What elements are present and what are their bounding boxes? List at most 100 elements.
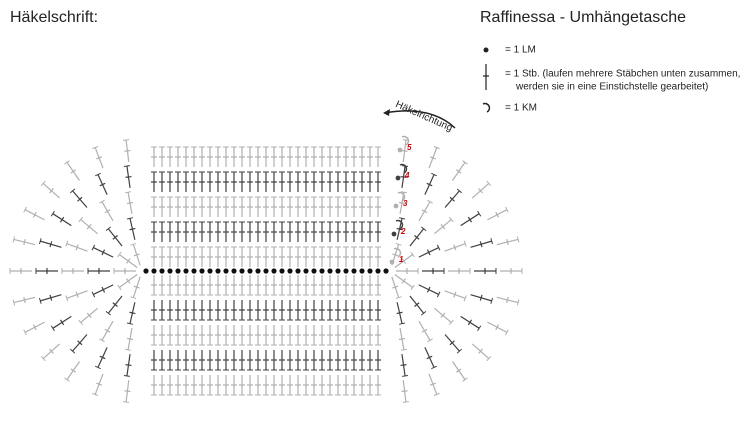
stitch-top [395, 242, 402, 246]
chain-stitch [327, 268, 333, 274]
stitch-bar [23, 296, 26, 304]
km-mark [393, 247, 402, 258]
chain-stitch [359, 268, 365, 274]
stitch-top [436, 244, 441, 251]
stitch-top [456, 348, 463, 354]
stitch-bar [467, 319, 473, 326]
km-mark [401, 135, 410, 146]
stitch-bar [414, 302, 420, 307]
chain-stitch [223, 268, 229, 274]
stitch-bar [112, 235, 118, 240]
stitch-bar [99, 355, 106, 360]
stitch-bar [70, 169, 77, 174]
stitch-bar [506, 238, 509, 246]
stitch-bar [478, 348, 484, 354]
km-mark [397, 191, 406, 202]
stitch-top [431, 172, 437, 177]
stitch-top [126, 322, 134, 325]
stitch-top [78, 319, 84, 326]
round-number: 2 [400, 227, 406, 236]
stitch-top [91, 244, 96, 251]
stitch-top [427, 199, 433, 204]
stitch-bar [101, 286, 106, 293]
stitch-top [123, 139, 130, 141]
stitch-top [99, 199, 105, 204]
stitch-top [64, 160, 70, 165]
stitch-top [69, 348, 76, 354]
stitch-top [50, 210, 55, 217]
stitch-bar [133, 253, 140, 257]
stitch-top [69, 188, 76, 194]
legend-text: werden sie in eine Einstichstelle gearbe… [515, 82, 708, 93]
stitch-bar [32, 211, 37, 218]
chain-stitch [367, 268, 373, 274]
stitch-top [12, 236, 16, 243]
chain-stitch [247, 268, 253, 274]
direction-arrow [384, 110, 456, 129]
round-number: 1 [399, 255, 404, 264]
stitch-bar [455, 368, 462, 373]
chain-stitch [207, 268, 213, 274]
stitch-bar [125, 364, 132, 367]
stitch-bar [125, 278, 131, 284]
stitch-bar [70, 368, 77, 373]
stitch-top [477, 325, 482, 332]
chain-stitch [383, 268, 389, 274]
chain-stitch [343, 268, 349, 274]
chain-stitch [271, 268, 277, 274]
km-symbol [482, 102, 491, 113]
stitch-bar [426, 286, 431, 293]
stitch-top [490, 238, 494, 245]
stitch-bar [104, 209, 111, 214]
stitch-bar [398, 337, 406, 341]
chain-stitch [295, 268, 301, 274]
stitch-bar [49, 241, 53, 248]
stitch-top [410, 251, 415, 258]
chain-stitch [375, 268, 381, 274]
stitch-top [448, 319, 454, 326]
stitch-bar [23, 238, 26, 246]
stitch-top [486, 355, 492, 362]
stitch-top [92, 146, 99, 150]
stitch-bar [32, 324, 37, 331]
chain-stitch [303, 268, 309, 274]
stitch-bar [479, 241, 483, 248]
chain-stitch [279, 268, 285, 274]
stitch-top [433, 392, 440, 396]
stitch-top [40, 355, 46, 362]
page-title: Häkelschrift: [10, 9, 98, 26]
stitch-bar [125, 258, 131, 264]
stitch-top [117, 251, 122, 258]
round-start-dot [389, 259, 395, 265]
stitch-bar [75, 244, 79, 251]
stitch-top [395, 296, 402, 300]
chain-stitch [215, 268, 221, 274]
stitch-bar [495, 324, 500, 331]
chain-stitch [335, 268, 341, 274]
stitch-top [398, 322, 406, 325]
stitch-bar [124, 149, 131, 152]
stitch-bar [440, 312, 446, 319]
stitch-bar [467, 216, 473, 223]
stitch-bar [133, 285, 140, 289]
stitch-top [65, 295, 69, 302]
stitch-bar [59, 216, 65, 223]
stitch-top [398, 217, 406, 220]
stitch-top [410, 284, 415, 291]
stitch-bar [126, 201, 134, 205]
stitch-top [463, 240, 467, 247]
chain-stitch [263, 268, 269, 274]
stitch-bar [449, 196, 455, 202]
stitch-top [462, 160, 468, 165]
chain-stitch [167, 268, 173, 274]
stitch-bar [479, 294, 483, 301]
chain-stitch [191, 268, 197, 274]
chain-stitch [287, 268, 293, 274]
stitch-bar [401, 390, 408, 393]
chain-stitch [199, 268, 205, 274]
stitch-top [117, 284, 122, 291]
stitch-bar [506, 296, 509, 304]
stitch-bar [126, 337, 134, 341]
stitch-bar [401, 278, 407, 284]
